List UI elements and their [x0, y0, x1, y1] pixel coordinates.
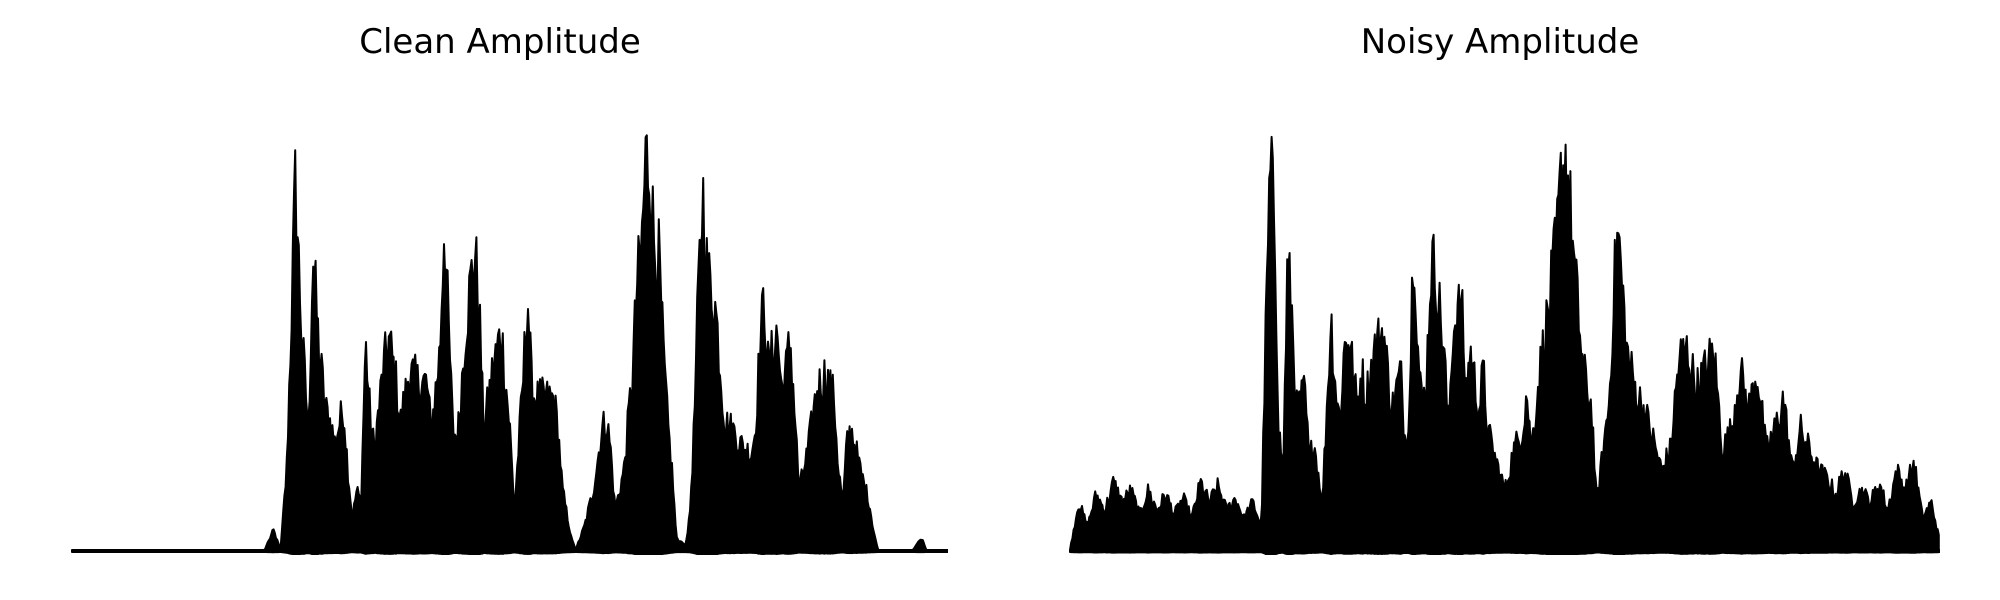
- noisy-amplitude-plot: [1069, 135, 1940, 555]
- clean-amplitude-area: [71, 134, 948, 555]
- clean-amplitude-plot: [71, 134, 948, 555]
- clean-amplitude-panel: Clean Amplitude: [71, 22, 948, 555]
- noisy-amplitude-area: [1069, 135, 1940, 555]
- clean-amplitude-title: Clean Amplitude: [359, 22, 641, 62]
- noisy-amplitude-title: Noisy Amplitude: [1360, 22, 1640, 62]
- noisy-amplitude-panel: Noisy Amplitude: [1000, 0, 2000, 600]
